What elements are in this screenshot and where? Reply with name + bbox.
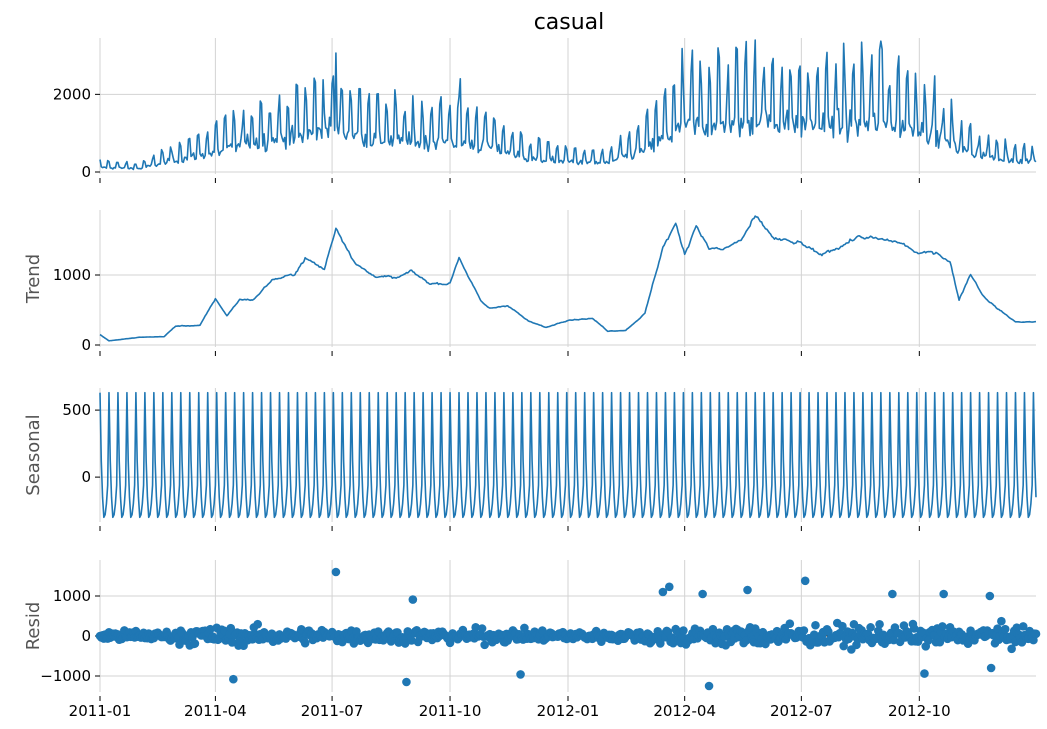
resid-point <box>785 619 795 628</box>
resid-point <box>823 627 833 636</box>
series-line-seasonal <box>99 391 1037 519</box>
resid-point <box>924 636 933 645</box>
y-tick-label: 1000 <box>53 587 91 605</box>
resid-point <box>402 677 411 687</box>
x-tick-label: 2011-01 <box>69 702 132 720</box>
resid-point <box>939 589 948 599</box>
y-tick-label: −1000 <box>40 667 91 685</box>
resid-point <box>190 639 200 648</box>
panel-resid: −1000 0 1000 Resid 2011-01 2011-04 2011-07 2011… <box>23 560 1041 720</box>
resid-point <box>1031 629 1041 639</box>
x-tick-label: 2011-07 <box>301 702 364 720</box>
y-axis-label-trend: Trend <box>23 254 44 304</box>
resid-point <box>799 626 809 635</box>
resid-point <box>679 626 688 635</box>
resid-point <box>809 630 819 639</box>
resid-point <box>658 587 668 597</box>
resid-point <box>253 619 263 629</box>
y-tick-label: 1000 <box>53 266 91 284</box>
resid-point <box>1018 622 1028 631</box>
x-tick-label: 2011-04 <box>184 702 247 720</box>
panels: 0 2000 0 1000 Trend 0 500 Seasonal −1000 0 1000 Res… <box>23 38 1041 720</box>
resid-point <box>229 674 238 684</box>
y-axis-label-resid: Resid <box>23 602 44 651</box>
resid-point <box>664 582 674 592</box>
resid-point <box>1012 623 1022 632</box>
panel-seasonal: 0 500 Seasonal <box>23 388 1037 531</box>
resid-point <box>480 640 489 650</box>
x-tick-label: 2012-10 <box>888 702 951 720</box>
resid-point <box>986 663 996 673</box>
resid-point <box>477 624 487 633</box>
resid-point <box>888 589 897 599</box>
x-tick-label: 2012-04 <box>653 702 716 720</box>
resid-point <box>838 621 847 631</box>
resid-point <box>1007 644 1016 654</box>
resid-point <box>226 623 236 633</box>
panel-trend: 0 1000 Trend <box>23 210 1037 356</box>
resid-point <box>516 670 525 679</box>
y-tick-label: 0 <box>81 336 91 354</box>
x-tick-label: 2012-07 <box>770 702 833 720</box>
resid-point <box>997 616 1006 626</box>
resid-point <box>400 639 410 648</box>
resid-point <box>407 636 416 645</box>
y-axis-label-seasonal: Seasonal <box>23 414 44 495</box>
chart-title: casual <box>534 10 605 35</box>
resid-point <box>985 591 995 601</box>
resid-point <box>698 589 707 599</box>
resid-point <box>938 622 947 631</box>
y-tick-label: 0 <box>81 163 91 181</box>
resid-point <box>331 567 341 577</box>
resid-points <box>95 567 1041 691</box>
resid-point <box>471 623 480 632</box>
series-line-trend <box>99 215 1037 342</box>
resid-point <box>520 623 529 633</box>
resid-point <box>866 623 875 632</box>
resid-point <box>205 624 215 634</box>
resid-point <box>800 576 810 586</box>
series-line-observed <box>99 39 1037 171</box>
x-tick-label: 2011-10 <box>419 702 482 720</box>
x-tick-label: 2012-01 <box>537 702 600 720</box>
resid-point <box>1000 624 1010 634</box>
resid-point <box>743 585 752 595</box>
y-tick-label: 2000 <box>53 85 91 103</box>
panel-observed: 0 2000 <box>53 38 1037 183</box>
resid-point <box>408 595 418 604</box>
resid-point <box>811 620 820 630</box>
resid-point <box>538 626 547 635</box>
resid-point <box>920 669 929 678</box>
y-tick-label: 500 <box>62 401 91 419</box>
resid-point <box>875 619 884 629</box>
resid-point <box>227 638 237 647</box>
resid-point <box>704 681 714 691</box>
y-tick-label: 0 <box>81 468 91 486</box>
y-tick-label: 0 <box>81 627 91 645</box>
resid-point <box>300 638 310 648</box>
